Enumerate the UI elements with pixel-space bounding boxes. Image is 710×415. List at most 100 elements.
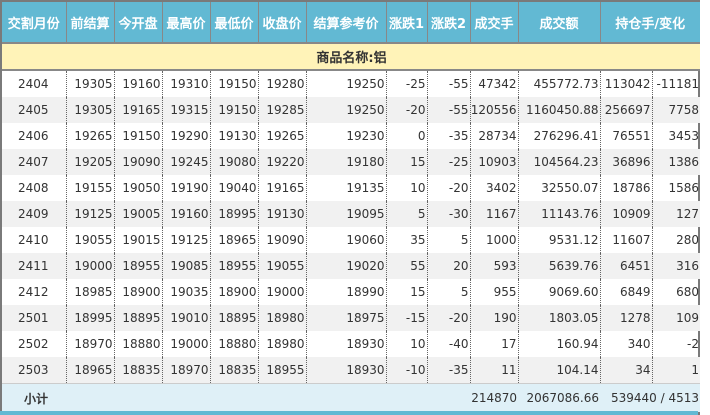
table-row: 2408 19155 19050 19190 19040 19165 19135 10 -20 3… bbox=[2, 175, 700, 201]
table-row: 2406 19265 19150 19290 19130 19265 19230 0 -35 28… bbox=[2, 123, 700, 149]
table-cell: 18980 bbox=[258, 331, 307, 357]
table-cell: 1 bbox=[652, 357, 700, 384]
category-label: 商品名称:铝 bbox=[2, 43, 700, 71]
table-cell: 19150 bbox=[210, 97, 259, 123]
table-row: 2404 19305 19160 19310 19150 19280 19250 -25 -55… bbox=[2, 70, 700, 97]
table-cell: 1386 bbox=[652, 149, 700, 175]
table-cell: 19090 bbox=[258, 227, 307, 253]
column-header: 涨跌2 bbox=[427, 2, 471, 44]
subtotal-label: 小计 bbox=[2, 383, 66, 412]
table-cell: 19000 bbox=[258, 279, 307, 305]
table-cell: 2502 bbox=[2, 331, 67, 357]
table-cell: 1803.05 bbox=[518, 305, 601, 331]
table-cell: 1160450.88 bbox=[518, 97, 601, 123]
column-header: 收盘价 bbox=[258, 2, 307, 44]
table-cell: 18970 bbox=[66, 331, 115, 357]
table-cell: 19055 bbox=[66, 227, 115, 253]
table-cell: -2 bbox=[687, 337, 699, 351]
table-cell: 5 bbox=[427, 279, 471, 305]
table-cell: -55 bbox=[427, 97, 471, 123]
column-header: 持仓手/变化 bbox=[600, 2, 700, 44]
table-cell: -55 bbox=[427, 70, 471, 97]
table-cell: 19080 bbox=[210, 149, 259, 175]
table-cell: 19150 bbox=[114, 123, 163, 149]
table-cell: 2411 bbox=[2, 253, 67, 279]
table-cell: 18895 bbox=[210, 305, 259, 331]
table-cell: 5 bbox=[386, 201, 428, 227]
table-cell: 19000 bbox=[66, 253, 115, 279]
table-row: 2405 19305 19165 19315 19150 19285 19250 -20 -55… bbox=[2, 97, 700, 123]
table-cell: 20 bbox=[427, 253, 471, 279]
subtotal-volume: 214870 bbox=[470, 383, 518, 412]
table-cell: 55 bbox=[386, 253, 428, 279]
table-cell: 19085 bbox=[162, 253, 211, 279]
table-cell: 2410 bbox=[2, 227, 67, 253]
table-cell: 19010 bbox=[162, 305, 211, 331]
table-cell: 18995 bbox=[66, 305, 115, 331]
subtotal-row: 小计 214870 2067086.66 539440 / 4513 bbox=[2, 383, 700, 412]
table-cell: -35 bbox=[427, 357, 471, 384]
table-cell: 19315 bbox=[162, 97, 211, 123]
table-cell: 19305 bbox=[66, 70, 115, 97]
column-header: 最低价 bbox=[210, 2, 259, 44]
table-cell: 19165 bbox=[258, 175, 307, 201]
table-cell: 19285 bbox=[258, 97, 307, 123]
table-cell: 19265 bbox=[66, 123, 115, 149]
table-cell: 19050 bbox=[114, 175, 163, 201]
table-cell: 19135 bbox=[306, 175, 387, 201]
table-cell: 19125 bbox=[162, 227, 211, 253]
table-cell: 19020 bbox=[306, 253, 387, 279]
table-cell: 11607 bbox=[600, 227, 653, 253]
column-header: 涨跌1 bbox=[386, 2, 428, 44]
table-cell: 19205 bbox=[66, 149, 115, 175]
table-cell: 104.14 bbox=[518, 357, 601, 384]
table-cell: 18880 bbox=[114, 331, 163, 357]
table-cell: 2501 bbox=[2, 305, 67, 331]
table-cell: 7758 bbox=[652, 97, 700, 123]
table-cell: 6849 bbox=[600, 279, 653, 305]
table-cell: -20 bbox=[427, 175, 471, 201]
table-cell: 15 bbox=[386, 279, 428, 305]
table-cell: 76551 bbox=[600, 123, 653, 149]
table-cell: 18965 bbox=[66, 357, 115, 384]
table-cell: 19180 bbox=[306, 149, 387, 175]
table-cell: 1586 bbox=[668, 181, 699, 195]
table-cell: 34 bbox=[600, 357, 653, 384]
table-cell: 2408 bbox=[2, 175, 67, 201]
table-cell: 3402 bbox=[470, 175, 519, 201]
table-cell: 18955 bbox=[210, 253, 259, 279]
table-cell: -25 bbox=[427, 149, 471, 175]
table-row: 2407 19205 19090 19245 19080 19220 19180 15 -25 1… bbox=[2, 149, 700, 175]
table-cell: 32550.07 bbox=[518, 175, 601, 201]
table-cell: 10 bbox=[386, 331, 428, 357]
table-cell: 19250 bbox=[306, 97, 387, 123]
table-cell: 19280 bbox=[258, 70, 307, 97]
table-cell: 18985 bbox=[66, 279, 115, 305]
table-cell: 120556 bbox=[470, 97, 519, 123]
table-cell: 160.94 bbox=[518, 331, 601, 357]
table-cell: 1167 bbox=[470, 201, 519, 227]
table-cell: 113042 bbox=[600, 70, 653, 97]
table-cell: 19060 bbox=[306, 227, 387, 253]
table-cell: 18895 bbox=[114, 305, 163, 331]
table-cell: 18965 bbox=[210, 227, 259, 253]
table-cell: 19230 bbox=[306, 123, 387, 149]
table-cell: 19220 bbox=[258, 149, 307, 175]
table-cell: 18786 bbox=[600, 175, 653, 201]
table-row: 2410 19055 19015 19125 18965 19090 19060 35 5 100… bbox=[2, 227, 700, 253]
column-header: 交割月份 bbox=[2, 2, 67, 44]
table-cell: 17 bbox=[470, 331, 519, 357]
table-cell: 19035 bbox=[162, 279, 211, 305]
table-cell: 19265 bbox=[258, 123, 307, 149]
table-cell: 5 bbox=[427, 227, 471, 253]
column-header: 成交额 bbox=[518, 2, 601, 44]
table-cell: 5639.76 bbox=[518, 253, 601, 279]
table-cell: 19130 bbox=[210, 123, 259, 149]
table-cell: -10 bbox=[386, 357, 428, 384]
table-cell: 2503 bbox=[2, 357, 67, 384]
table-footer-bar bbox=[0, 411, 698, 415]
table-cell: 680 bbox=[676, 285, 699, 299]
table-cell: 109 bbox=[652, 305, 700, 331]
table-cell: 10909 bbox=[600, 201, 653, 227]
table-row: 2409 19125 19005 19160 18995 19130 19095 5 -30 11… bbox=[2, 201, 700, 227]
